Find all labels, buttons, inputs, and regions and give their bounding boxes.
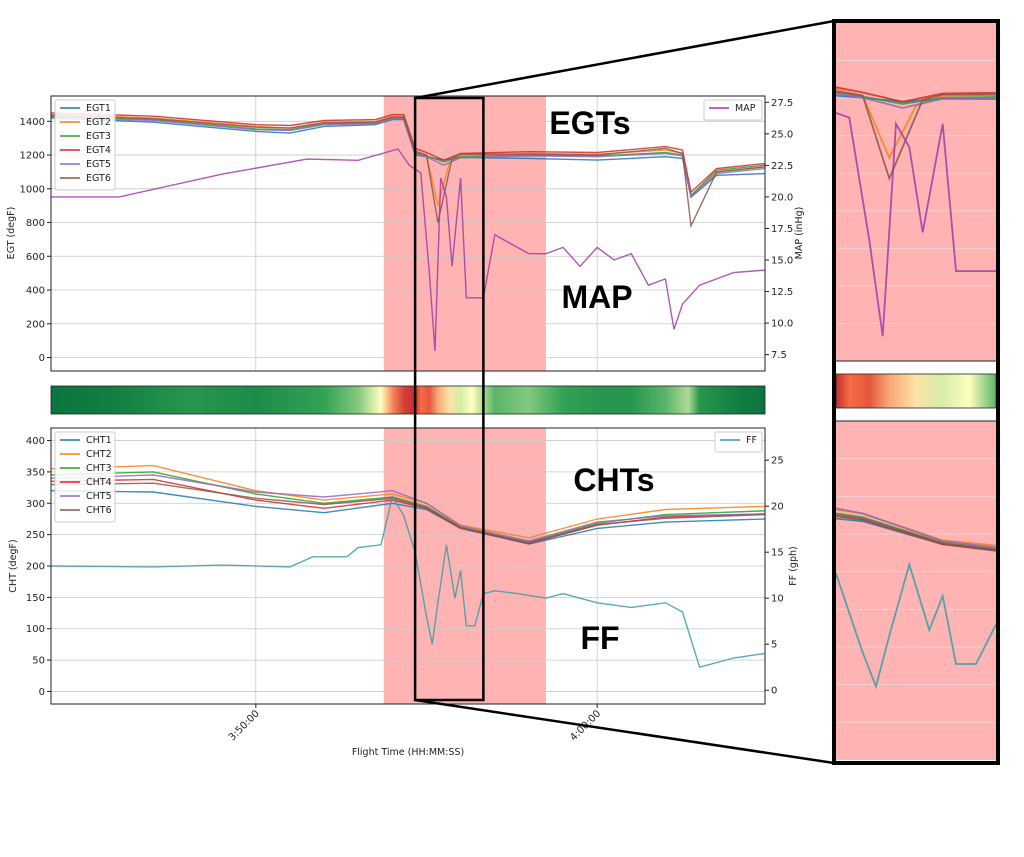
legend-label-cht1: CHT1 — [86, 435, 112, 446]
egt-ytick-label: 1200 — [20, 151, 45, 162]
legend-cht: CHT1 CHT2 CHT3 CHT4 CHT5 CHT6 — [54, 431, 116, 523]
highlight-region-top — [383, 96, 546, 371]
legend-label-egt1: EGT1 — [86, 103, 111, 114]
egt-ytick-label: 400 — [26, 286, 45, 297]
x-axis-label: Flight Time (HH:MM:SS) — [352, 747, 464, 758]
egt-y2tick-label: 17.5 — [771, 224, 793, 235]
series-cht5 — [51, 474, 765, 542]
cht-ytick-label: 200 — [26, 562, 45, 573]
inset-bottom-background — [836, 421, 996, 760]
series-ff — [51, 495, 765, 669]
annotation-map: MAP — [561, 279, 632, 315]
series-map — [51, 148, 765, 351]
legend-label-cht6: CHT6 — [86, 505, 112, 516]
egt-y2tick-label: 7.5 — [771, 350, 787, 361]
cht-ytick-label: 50 — [32, 656, 45, 667]
legend-label-cht3: CHT3 — [86, 463, 112, 474]
egt-y2tick-label: 15.0 — [771, 255, 793, 266]
egt-y2tick-label: 27.5 — [771, 98, 793, 109]
axes-top-frame — [50, 95, 766, 372]
legend-map: MAP — [703, 99, 763, 121]
annotation-ff: FF — [580, 620, 619, 656]
ticks-top: 0 200 400 600 800 1000 1200 1400 7.5 10.0 12.5 15.0… — [20, 98, 794, 364]
legend-label-cht4: CHT4 — [86, 477, 112, 488]
cht-ytick-label: 150 — [26, 593, 45, 604]
egt-ytick-label: 1400 — [20, 117, 45, 128]
series-egt6 — [51, 114, 765, 229]
cht-y2tick-label: 10 — [771, 594, 784, 605]
cht-ytick-label: 300 — [26, 499, 45, 510]
grid-bottom — [51, 428, 765, 704]
series-cht6 — [51, 482, 765, 544]
zoom-box — [413, 96, 485, 702]
zoom-connector-bottom — [414, 698, 835, 765]
cht-y2tick-label: 5 — [771, 640, 777, 651]
annotation-egts: EGTs — [549, 105, 630, 141]
legend-box — [703, 99, 763, 121]
x-tick-label: 3:50:00 — [227, 708, 262, 743]
egt-y2tick-label: 20.0 — [771, 192, 793, 203]
inset-series-bottom — [836, 507, 996, 690]
legend-label-cht5: CHT5 — [86, 491, 112, 502]
cht-ytick-label: 0 — [39, 687, 45, 698]
legend-label-egt4: EGT4 — [86, 145, 111, 156]
egt-ytick-label: 1000 — [20, 184, 45, 195]
cht-ytick-label: 350 — [26, 467, 45, 478]
egt-axis-label: EGT (degF) — [6, 207, 17, 260]
legend-ff: FF — [714, 431, 763, 453]
inset-series-cht5 — [836, 507, 996, 549]
series-egt4 — [51, 112, 765, 194]
ff-axis-label: FF (gph) — [788, 546, 799, 585]
legend-label-egt5: EGT5 — [86, 159, 111, 170]
legend-egt: EGT1 EGT2 EGT3 EGT4 EGT5 EGT6 — [54, 99, 116, 191]
series-top — [51, 112, 765, 351]
cht-y2tick-label: 20 — [771, 502, 784, 513]
legend-label-egt3: EGT3 — [86, 131, 111, 142]
inset-series-ff — [836, 561, 996, 690]
legend-box — [714, 431, 763, 453]
cht-y2tick-label: 0 — [771, 686, 777, 697]
egt-ytick-label: 800 — [26, 218, 45, 229]
map-axis-label: MAP (inHg) — [794, 207, 805, 260]
egt-y2tick-label: 25.0 — [771, 129, 793, 140]
legend-label-map: MAP — [735, 103, 756, 114]
inset-frame — [832, 19, 1000, 765]
legend-label-cht2: CHT2 — [86, 449, 112, 460]
annotation-chts: CHTs — [573, 462, 654, 498]
heatmap-strip — [50, 385, 766, 415]
egt-ytick-label: 0 — [39, 353, 45, 364]
series-cht1 — [51, 490, 765, 545]
inset-series-cht3 — [836, 512, 996, 550]
egt-y2tick-label: 22.5 — [771, 161, 793, 172]
series-bottom — [51, 464, 765, 669]
cht-ytick-label: 250 — [26, 530, 45, 541]
inset-series-top — [836, 85, 996, 337]
egt-ytick-label: 600 — [26, 252, 45, 263]
inset-series-egt4 — [836, 85, 996, 103]
egt-y2tick-label: 12.5 — [771, 287, 793, 298]
cht-y2tick-label: 15 — [771, 548, 784, 559]
inset-series-cht1 — [836, 517, 996, 552]
inset-series-egt6 — [836, 89, 996, 182]
legend-label-egt2: EGT2 — [86, 117, 111, 128]
legend-label-egt6: EGT6 — [86, 173, 111, 184]
legend-label-ff: FF — [746, 435, 757, 446]
cht-ytick-label: 100 — [26, 624, 45, 635]
inset-series-egt2 — [836, 87, 996, 160]
zoom-connector-top — [414, 19, 835, 100]
egt-y2tick-label: 10.0 — [771, 319, 793, 330]
inset-heatmap-strip — [835, 373, 997, 409]
egt-ytick-label: 200 — [26, 319, 45, 330]
inset-series-cht6 — [836, 514, 996, 551]
inset-grid-bottom — [836, 458, 996, 723]
cht-y2tick-label: 25 — [771, 456, 784, 467]
cht-axis-label: CHT (degF) — [8, 539, 19, 592]
cht-ytick-label: 400 — [26, 436, 45, 447]
